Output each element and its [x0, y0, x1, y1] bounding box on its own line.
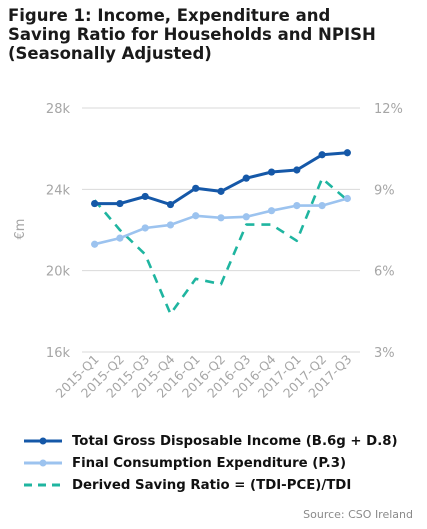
- legend-swatch-saving-ratio: [24, 483, 62, 487]
- data-point-expenditure: [91, 240, 99, 248]
- data-point-expenditure: [192, 212, 200, 220]
- series-layer: [91, 149, 351, 316]
- right-tick-label: 6%: [374, 265, 395, 280]
- y-axis-label: €m: [13, 219, 28, 240]
- chart-title-line-3: (Seasonally Adjusted): [8, 44, 212, 63]
- right-tick-label: 9%: [374, 183, 395, 198]
- legend-item-expenditure: Final Consumption Expenditure (P.3): [22, 452, 422, 474]
- left-tick-label: 24k: [46, 183, 71, 198]
- line-chart: 16k 20k 24k 28k 3% 6% 9% 12% 2015-Q12015-Q2201…: [13, 102, 403, 401]
- data-point-expenditure: [267, 207, 276, 215]
- data-point-income: [318, 151, 326, 159]
- data-point-expenditure: [343, 194, 351, 203]
- right-axis-ticks: 3% 6% 9% 12%: [374, 102, 403, 361]
- data-point-income: [242, 174, 250, 182]
- legend-item-income: Total Gross Disposable Income (B.6g + D.…: [22, 430, 422, 452]
- legend-swatch-expenditure: [24, 459, 62, 467]
- left-tick-label: 16k: [46, 346, 71, 361]
- x-axis-ticks: 2015-Q12015-Q22015-Q32015-Q42016-Q12016-…: [53, 351, 355, 400]
- data-point-income: [141, 192, 149, 201]
- chart-title: Figure 1: Income, Expenditure and Saving…: [8, 6, 418, 63]
- data-point-income: [343, 149, 351, 157]
- series-line-saving-ratio: [93, 177, 349, 316]
- data-point-income: [91, 199, 99, 208]
- chart-title-line-2: Saving Ratio for Households and NPISH: [8, 25, 376, 44]
- left-tick-label: 20k: [46, 265, 71, 280]
- legend-item-saving-ratio: Derived Saving Ratio = (TDI-PCE)/TDI: [22, 474, 422, 496]
- data-point-expenditure: [293, 202, 301, 210]
- data-point-expenditure: [116, 234, 124, 242]
- right-tick-label: 12%: [374, 102, 403, 117]
- data-point-income: [217, 187, 225, 195]
- data-point-income: [267, 168, 276, 176]
- data-point-expenditure: [166, 221, 175, 229]
- legend-label-saving-ratio: Derived Saving Ratio = (TDI-PCE)/TDI: [72, 477, 352, 493]
- chart-title-line-1: Figure 1: Income, Expenditure and: [8, 6, 331, 25]
- data-point-expenditure: [141, 224, 149, 232]
- left-tick-label: 28k: [46, 102, 71, 117]
- left-axis-ticks: 16k 20k 24k 28k: [46, 102, 71, 361]
- source-note: Source: CSO Ireland: [303, 508, 413, 521]
- gridlines: [82, 107, 360, 353]
- legend: Total Gross Disposable Income (B.6g + D.…: [22, 430, 422, 496]
- legend-swatch-income: [24, 437, 62, 445]
- data-point-income: [116, 199, 124, 208]
- data-point-income: [192, 184, 200, 192]
- series-line-income: [94, 151, 348, 207]
- data-point-expenditure: [217, 214, 225, 222]
- right-tick-label: 3%: [374, 346, 395, 361]
- data-point-income: [293, 166, 301, 174]
- data-point-expenditure: [242, 213, 250, 221]
- data-point-expenditure: [318, 202, 326, 210]
- data-point-income: [166, 200, 175, 209]
- legend-label-income: Total Gross Disposable Income (B.6g + D.…: [72, 433, 398, 449]
- legend-label-expenditure: Final Consumption Expenditure (P.3): [72, 455, 347, 471]
